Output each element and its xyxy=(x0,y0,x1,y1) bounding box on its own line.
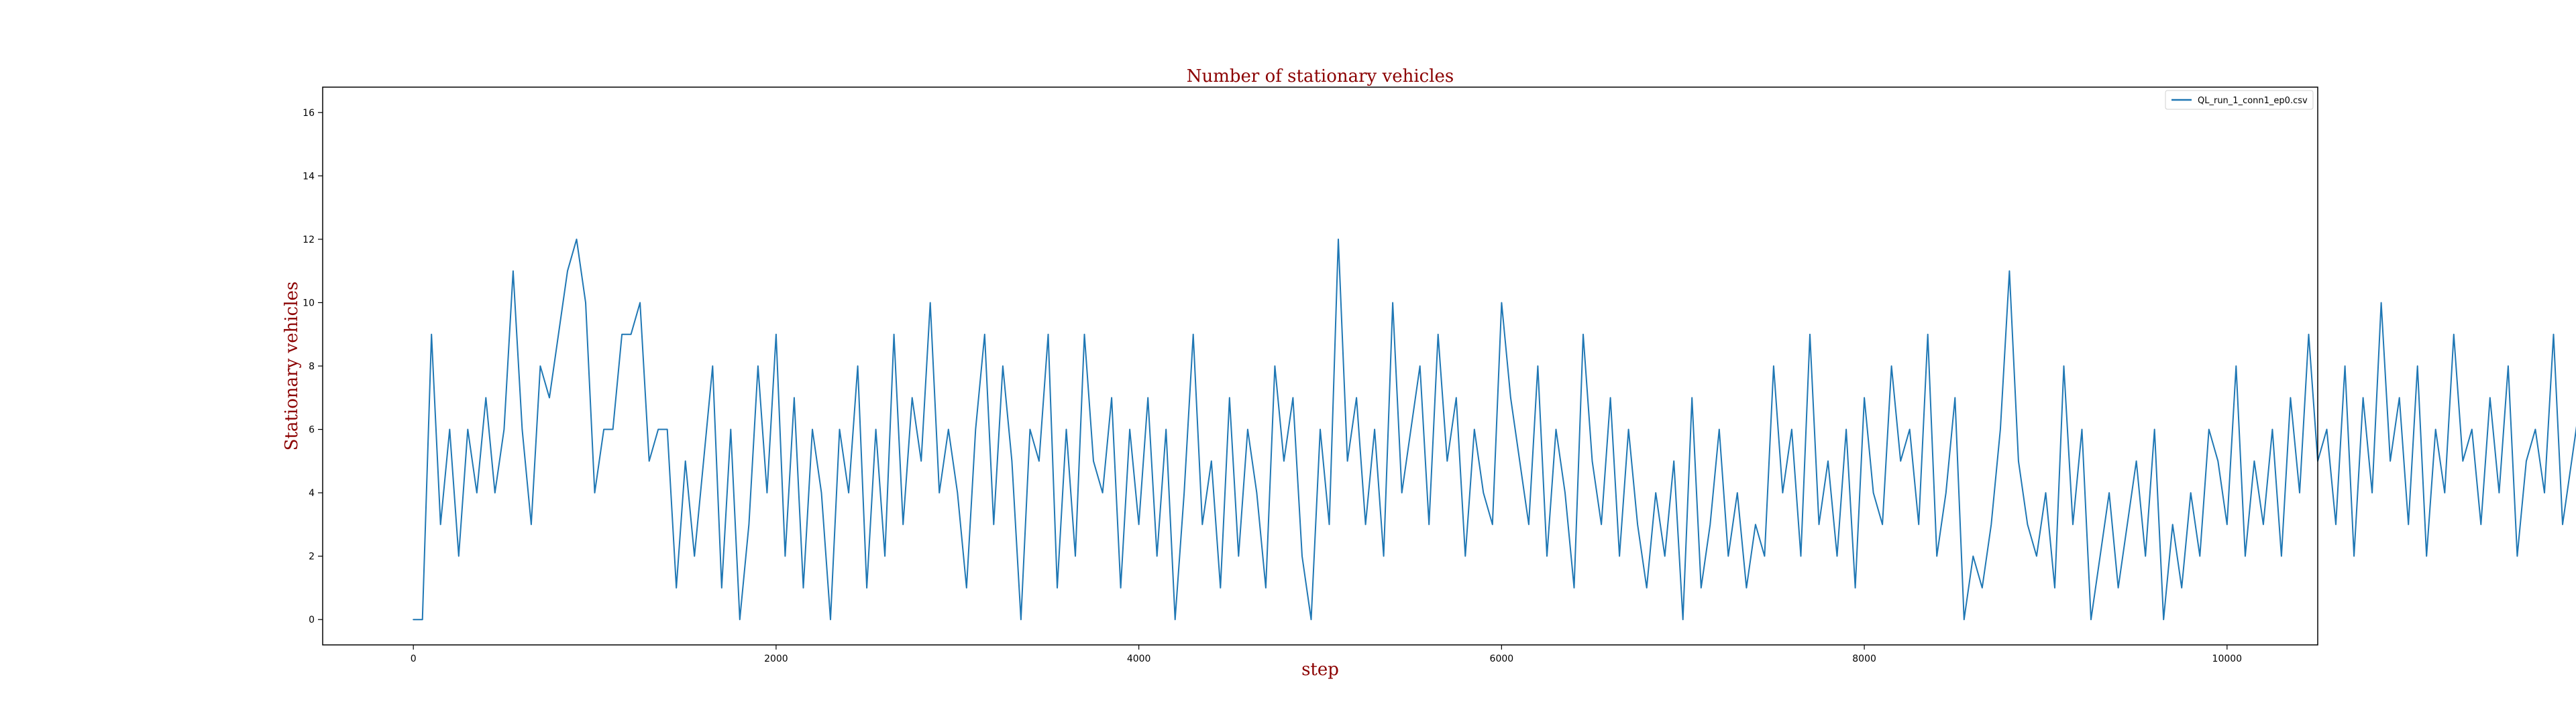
x-tick-label: 10000 xyxy=(2212,654,2243,664)
chart-title: Number of stationary vehicles xyxy=(1187,66,1454,86)
y-tick-label: 2 xyxy=(309,552,315,562)
y-tick-label: 12 xyxy=(303,235,315,245)
y-tick-label: 0 xyxy=(309,615,315,625)
x-tick-label: 4000 xyxy=(1127,654,1151,664)
legend-box xyxy=(2165,90,2314,110)
legend-entry-label: QL_run_1_conn1_ep0.csv xyxy=(2198,96,2308,106)
plot-area xyxy=(322,86,2576,646)
y-axis-label: Stationary vehicles xyxy=(282,282,302,451)
x-tick-label: 8000 xyxy=(1852,654,1876,664)
x-axis-label: step xyxy=(1301,660,1339,680)
y-tick-label: 8 xyxy=(309,361,315,372)
y-tick-label: 16 xyxy=(303,108,315,119)
y-tick-label: 10 xyxy=(303,298,315,308)
series-line xyxy=(413,238,2576,621)
y-tick-label: 14 xyxy=(303,171,315,182)
y-tick-label: 4 xyxy=(309,488,315,499)
x-tick-label: 6000 xyxy=(1490,654,1514,664)
x-tick-label: 2000 xyxy=(764,654,788,664)
y-axis-ticks: 0 2 4 6 8 10 12 14 16 xyxy=(303,108,323,625)
x-axis-ticks: 0 2000 4000 6000 8000 10000 xyxy=(411,645,2242,664)
plot-frame xyxy=(322,86,2318,646)
y-tick-label: 6 xyxy=(309,425,315,436)
legend: QL_run_1_conn1_ep0.csv xyxy=(2165,90,2314,110)
x-tick-label: 0 xyxy=(411,654,417,664)
